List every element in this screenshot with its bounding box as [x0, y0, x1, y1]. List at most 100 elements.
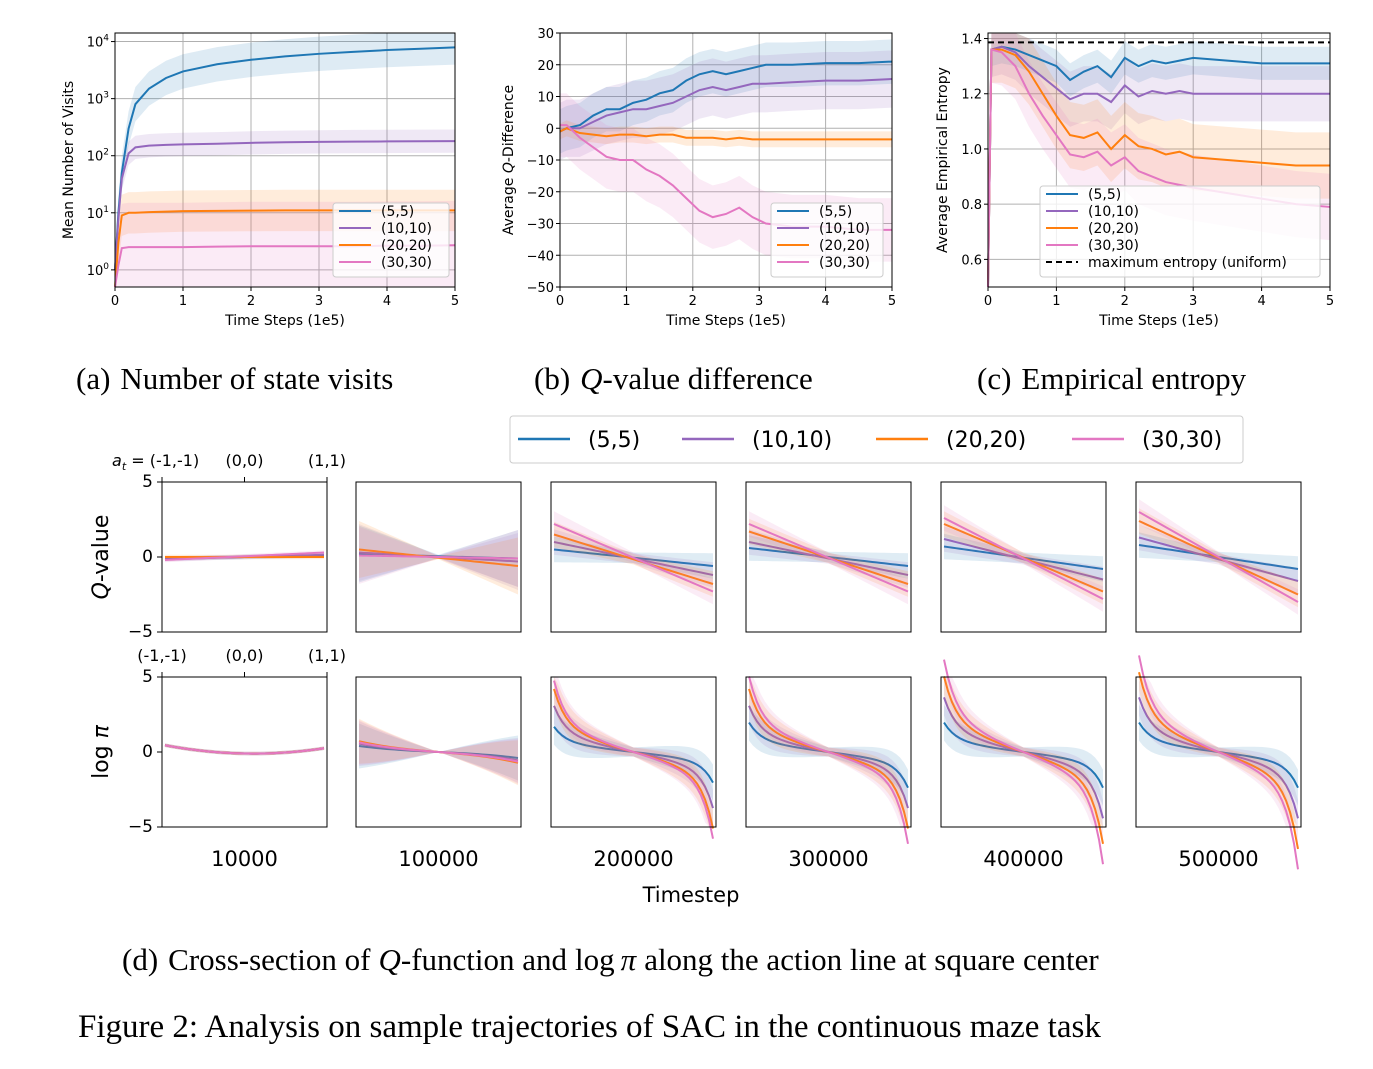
cross-line-s30 — [164, 744, 325, 755]
cross-band-1 — [554, 687, 713, 827]
legend-label-s5: (5,5) — [819, 204, 852, 220]
y-tick-base: 10 — [87, 150, 104, 165]
y-tick-label: 103 — [87, 91, 109, 108]
legend-label-s10: (10,10) — [381, 221, 432, 237]
action-tick-label-bottom: (1,1) — [308, 646, 346, 665]
cross-band-2 — [1139, 677, 1298, 831]
x-axis-label: Time Steps (1e5) — [1098, 313, 1219, 329]
cross-panel-frame — [355, 481, 522, 633]
cross-band-0 — [1139, 704, 1298, 806]
row-label-log: log — [89, 738, 114, 779]
cross-panel-frame — [1135, 676, 1302, 828]
cross-line-s20 — [553, 533, 714, 585]
confidence-band-s20 — [560, 120, 892, 148]
action-eq: = (-1,-1) — [126, 451, 199, 470]
plot-frame — [987, 32, 1331, 288]
confidence-band-s5 — [115, 33, 455, 287]
cross-band-0 — [749, 704, 908, 806]
cross-line-s30 — [553, 523, 714, 593]
legend-label-s30: (30,30) — [819, 255, 870, 271]
series-line-s20 — [559, 127, 892, 141]
cross-panel-frame — [745, 676, 912, 828]
cross-panel-frame — [550, 481, 717, 633]
row-label-q-value: Q-value — [89, 515, 114, 600]
x-tick-label: 2 — [247, 294, 255, 309]
x-tick-label: 1 — [1052, 294, 1060, 309]
x-tick-label: 4 — [383, 294, 391, 309]
cross-panel-frame — [550, 676, 717, 828]
timestep-label-4: 400000 — [983, 847, 1063, 871]
y-tick-label: 20 — [537, 59, 554, 74]
legend-label-s10: (10,10) — [1088, 204, 1139, 220]
x-tick-label: 3 — [755, 294, 763, 309]
x-tick-label: 2 — [1121, 294, 1129, 309]
cross-band-1 — [944, 679, 1103, 827]
cross-y-tick-label: −5 — [128, 817, 153, 837]
legend-label-s30: (30,30) — [1088, 238, 1139, 254]
y-tick-label: 10 — [537, 91, 554, 106]
legend-label-s20: (20,20) — [1088, 221, 1139, 237]
x-tick-label: 5 — [888, 294, 896, 309]
y-tick-label: 102 — [87, 148, 109, 165]
y-tick-label: −40 — [527, 249, 554, 264]
y-tick-label: −50 — [527, 281, 554, 296]
legend-label-d-s5: (5,5) — [588, 428, 640, 453]
cross-y-tick-label: −5 — [128, 622, 153, 642]
cross-y-tick-label: 5 — [142, 472, 153, 492]
cross-panel-frame — [355, 676, 522, 828]
action-a: a — [112, 451, 122, 470]
cross-line-s30 — [553, 680, 714, 839]
timestep-label-1: 100000 — [398, 847, 478, 871]
y-axis-label: Average Q-Difference — [501, 85, 517, 235]
legend-label-d-s30: (30,30) — [1142, 428, 1222, 453]
y-label-part: -Difference — [501, 85, 517, 162]
series-line-s10 — [114, 140, 456, 270]
y-tick-base: 10 — [87, 207, 104, 222]
y-tick-exp: 3 — [103, 91, 109, 101]
legend-label-d-s10: (10,10) — [752, 428, 832, 453]
y-tick-exp: 0 — [103, 262, 109, 272]
cross-band-0 — [944, 704, 1103, 806]
caption-b: (b) Q-value difference — [534, 361, 813, 396]
y-tick-label: −10 — [527, 154, 554, 169]
y-tick-base: 10 — [87, 93, 104, 108]
cross-panel-frame — [745, 481, 912, 633]
figure-caption: Figure 2: Analysis on sample trajectorie… — [78, 1009, 1101, 1045]
confidence-band-s20 — [988, 33, 1330, 287]
cross-line-s30 — [748, 523, 909, 593]
legend-label-max-entropy: maximum entropy (uniform) — [1088, 255, 1287, 271]
row-label-q: Q — [89, 582, 114, 599]
cross-line-s30 — [943, 659, 1104, 865]
cross-band-0 — [554, 708, 713, 801]
y-tick-label: 1.0 — [961, 143, 982, 158]
y-tick-label: 1.2 — [961, 88, 982, 103]
cross-y-tick-label: 0 — [142, 547, 153, 567]
y-tick-label: 0.6 — [961, 253, 982, 268]
row-label-log-pi: log π — [89, 724, 114, 779]
confidence-band-s10 — [560, 50, 892, 160]
y-tick-label: 100 — [87, 262, 110, 279]
x-tick-label: 3 — [315, 294, 323, 309]
plot-frame — [114, 32, 456, 288]
cross-panel-frame — [940, 481, 1107, 633]
cross-line-s30 — [358, 741, 519, 763]
series-line-s10 — [987, 45, 1330, 288]
action-axis-label-top: at = (-1,-1) — [112, 451, 199, 473]
x-tick-label: 0 — [556, 294, 564, 309]
cross-line-s30 — [1138, 655, 1299, 870]
legend-label-s5: (5,5) — [1088, 187, 1121, 203]
x-tick-label: 1 — [622, 294, 630, 309]
x-tick-label: 0 — [111, 294, 119, 309]
legend-box — [332, 202, 450, 278]
y-tick-label: 1.4 — [961, 33, 982, 48]
cross-y-tick-label: 5 — [142, 667, 153, 687]
timestep-axis-label: Timestep — [642, 883, 740, 907]
x-axis-label: Time Steps (1e5) — [665, 313, 786, 329]
y-tick-exp: 2 — [103, 148, 109, 158]
series-line-s5 — [559, 60, 893, 133]
y-axis-label: Average Empirical Entropy — [935, 67, 951, 253]
timestep-label-5: 500000 — [1178, 847, 1258, 871]
x-tick-label: 5 — [1326, 294, 1334, 309]
cross-line-s10 — [1138, 536, 1299, 582]
